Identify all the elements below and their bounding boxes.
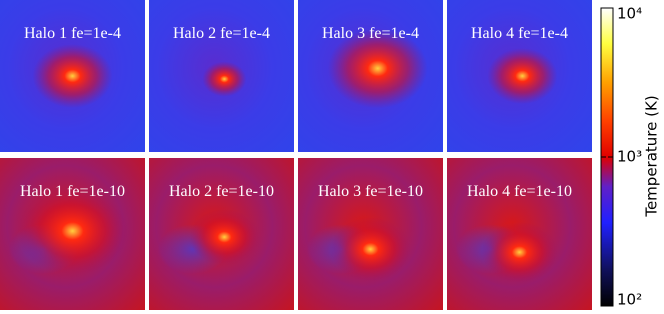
panel-label: Halo 1 fe=1e-10 [20, 183, 125, 200]
hot-core [487, 48, 558, 104]
colorbar-tick-label: 10⁴ [617, 5, 642, 23]
panel-label: Halo 2 fe=1e-10 [169, 183, 274, 200]
colorbar-tick-label: 10³ [617, 148, 642, 166]
panel-label: Halo 1 fe=1e-4 [24, 25, 121, 42]
hot-core [189, 209, 260, 266]
hot-core [327, 28, 428, 109]
panel-label: Halo 4 fe=1e-4 [471, 25, 568, 42]
hot-core [32, 44, 113, 108]
hot-core [481, 221, 558, 283]
panel-label: Halo 2 fe=1e-4 [173, 25, 270, 42]
hot-core [202, 61, 247, 97]
colorbar-label: Temperature (K) [643, 95, 661, 217]
panel-label: Halo 3 fe=1e-10 [318, 183, 423, 200]
panel-label: Halo 4 fe=1e-10 [467, 183, 572, 200]
hot-core [330, 217, 411, 282]
panel-label: Halo 3 fe=1e-4 [322, 25, 419, 42]
colorbar-tick-label: 10² [617, 291, 642, 309]
hot-core [17, 186, 128, 275]
